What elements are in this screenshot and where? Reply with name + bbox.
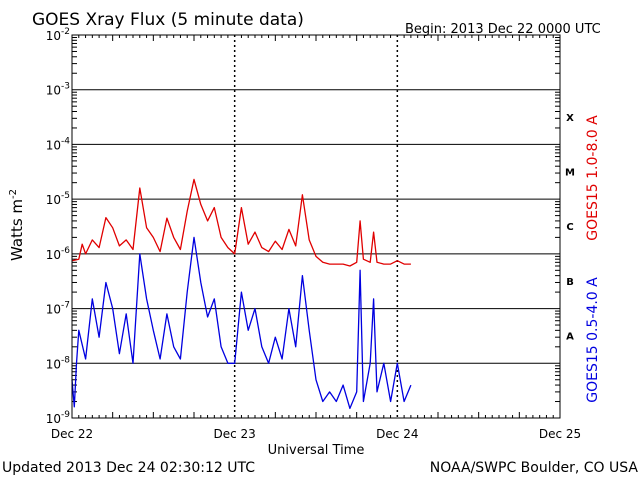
- y-tick-label: 10-8: [46, 355, 71, 371]
- y-tick-label: 10-3: [46, 82, 70, 98]
- series-label-short-text: GOES15 0.5-4.0 A: [585, 277, 601, 403]
- svg-text:Watts m-2: Watts m-2: [8, 189, 26, 261]
- x-tick-label: Dec 23: [214, 427, 256, 441]
- series-line-long: [71, 178, 411, 267]
- flare-class-x: X: [566, 113, 574, 124]
- x-tick-label: Dec 24: [376, 427, 418, 441]
- chart-title: GOES Xray Flux (5 minute data): [32, 10, 304, 30]
- series-line-short: [71, 236, 412, 410]
- series-label-long-text: GOES15 1.0-8.0 A: [585, 115, 601, 241]
- x-tick-label: Dec 25: [539, 427, 581, 441]
- y-axis-label-text: Watts m: [8, 199, 26, 261]
- y-axis-ticks: 10-2 10-3 10-4 10-5 10-6 10-7 10-8 10-9: [46, 27, 560, 426]
- flare-class-a: A: [566, 332, 574, 343]
- series-label-long: GOES15 1.0-8.0 A: [585, 115, 601, 241]
- series-label-short: GOES15 0.5-4.0 A: [585, 277, 601, 403]
- y-axis-label-exponent: -2: [8, 189, 19, 199]
- plot-frame: [71, 34, 561, 419]
- updated-time: Updated 2013 Dec 24 02:30:12 UTC: [2, 460, 255, 476]
- flare-class-m: M: [565, 168, 575, 179]
- credit: NOAA/SWPC Boulder, CO USA: [430, 460, 639, 476]
- x-tick-label: Dec 22: [51, 427, 93, 441]
- series-layer: [71, 178, 412, 410]
- flare-class-labels: X M C B A: [565, 113, 575, 343]
- y-tick-label: 10-2: [46, 27, 70, 43]
- begin-time: Begin: 2013 Dec 22 0000 UTC: [405, 22, 601, 37]
- y-tick-label: 10-5: [46, 191, 70, 207]
- grid-lines: [72, 34, 560, 419]
- x-axis-label: Universal Time: [268, 443, 365, 458]
- y-tick-label: 10-9: [46, 410, 71, 426]
- flare-class-b: B: [566, 277, 574, 288]
- y-tick-label: 10-7: [46, 301, 70, 317]
- y-tick-label: 10-4: [46, 136, 71, 152]
- flare-class-c: C: [566, 222, 573, 233]
- y-tick-label: 10-6: [46, 246, 71, 262]
- y-axis-label: Watts m-2: [8, 189, 26, 261]
